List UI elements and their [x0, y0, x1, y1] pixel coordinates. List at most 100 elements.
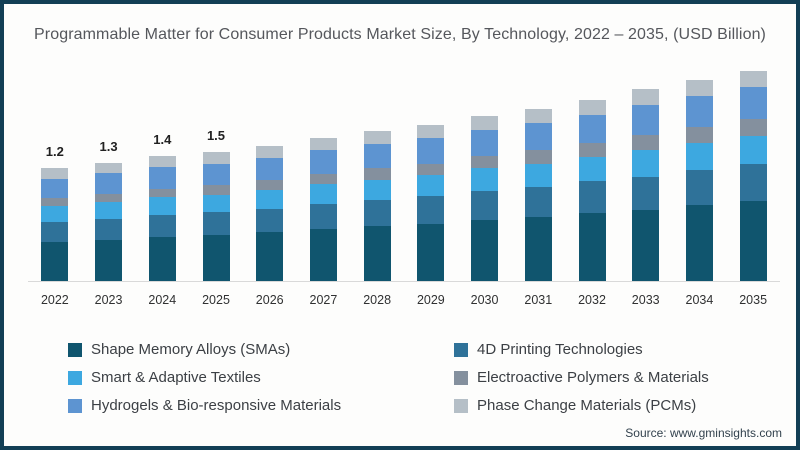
plot-area: 1.2 2022 1.3 2023 1.4 2024 1.5 2025 2026 2027 2028… — [28, 64, 780, 307]
bar-segment — [524, 217, 552, 281]
bar-segment — [95, 193, 123, 203]
legend-label: Smart & Adaptive Textiles — [91, 369, 261, 386]
bar-segment — [739, 70, 767, 88]
bar-segment — [739, 201, 767, 281]
x-axis-label: 2026 — [255, 293, 284, 307]
legend-label: Shape Memory Alloys (SMAs) — [91, 341, 291, 358]
bar-segment — [524, 123, 552, 151]
bar-2022 — [41, 168, 69, 281]
legend-swatch-icon — [68, 370, 82, 385]
bar-segment — [685, 142, 713, 171]
bar-segment — [148, 156, 176, 168]
bar-value-label: 1.3 — [99, 138, 118, 154]
bar-segment — [471, 190, 499, 220]
legend-swatch-icon — [68, 398, 82, 413]
bar-segment — [148, 188, 176, 198]
bar-segment — [417, 223, 445, 281]
bar-2024 — [148, 156, 176, 281]
bar-segment — [739, 87, 767, 120]
bar-segment — [578, 142, 606, 157]
bar-segment — [471, 115, 499, 130]
bar-segment — [202, 212, 230, 235]
bar-2026 — [256, 145, 284, 281]
bar-segment — [632, 209, 660, 281]
bar-2029 — [417, 125, 445, 281]
bar-segment — [632, 150, 660, 177]
bar-value-label: 1.4 — [153, 131, 172, 147]
bar-segment — [363, 226, 391, 281]
bar-2035 — [739, 70, 767, 281]
legend-label: Electroactive Polymers & Materials — [477, 369, 709, 386]
bar-segment — [524, 150, 552, 164]
bar-segment — [309, 184, 337, 204]
bar-2033 — [632, 89, 660, 281]
bar-segment — [202, 163, 230, 186]
bar-segment — [309, 229, 337, 281]
bar-segment — [417, 163, 445, 175]
bar-segment — [148, 215, 176, 237]
bar-segment — [578, 114, 606, 143]
bar-2027 — [309, 138, 337, 281]
bar-segment — [202, 152, 230, 164]
bar-segment — [256, 180, 284, 190]
legend-swatch-icon — [454, 398, 468, 413]
x-axis-label: 2032 — [578, 293, 606, 307]
bar-value-label: 1.2 — [45, 144, 64, 160]
x-axis-label: 2025 — [202, 293, 230, 307]
bar-segment — [41, 168, 69, 179]
x-axis-label: 2027 — [309, 293, 338, 307]
legend-item: Phase Change Materials (PCMs) — [454, 396, 770, 415]
x-axis-label: 2031 — [524, 293, 553, 307]
bar-segment — [417, 196, 445, 224]
bar-segment — [471, 129, 499, 157]
bar-segment — [202, 185, 230, 195]
legend-item: Smart & Adaptive Textiles — [68, 368, 454, 387]
bar-segment — [417, 174, 445, 197]
bar-segment — [148, 197, 176, 216]
x-axis-label: 2028 — [363, 293, 392, 307]
bar-segment — [524, 187, 552, 218]
bar-segment — [256, 232, 284, 281]
bar-segment — [739, 164, 767, 202]
bar-segment — [41, 198, 69, 206]
bar-segment — [41, 178, 69, 199]
bar-segment — [202, 194, 230, 213]
legend-item: Shape Memory Alloys (SMAs) — [68, 340, 454, 359]
bar-segment — [685, 170, 713, 205]
bar-segment — [363, 168, 391, 180]
legend-label: 4D Printing Technologies — [477, 341, 643, 358]
x-axis-label: 2035 — [739, 293, 768, 307]
bar-segment — [363, 179, 391, 201]
bar-2034 — [685, 79, 713, 281]
legend-swatch-icon — [68, 342, 82, 357]
bar-segment — [41, 221, 69, 242]
legend: Shape Memory Alloys (SMAs) Smart & Adapt… — [68, 340, 770, 415]
bar-segment — [685, 95, 713, 127]
bar-segment — [309, 203, 337, 230]
bar-segment — [309, 150, 337, 174]
bar-segment — [471, 168, 499, 191]
bar-segment — [309, 173, 337, 185]
bar-segment — [41, 205, 69, 222]
bar-segment — [256, 208, 284, 233]
x-axis-label: 2033 — [631, 293, 660, 307]
x-axis-label: 2030 — [470, 293, 499, 307]
chart-title: Programmable Matter for Consumer Product… — [34, 26, 766, 43]
bar-segment — [363, 130, 391, 144]
bar-segment — [578, 99, 606, 115]
bar-segment — [685, 126, 713, 143]
legend-swatch-icon — [454, 342, 468, 357]
bar-2030 — [471, 115, 499, 281]
bar-value-label: 1.5 — [206, 128, 226, 144]
legend-swatch-icon — [454, 370, 468, 385]
bar-segment — [95, 172, 123, 194]
bar-segment — [685, 79, 713, 96]
bar-segment — [471, 219, 499, 281]
bar-segment — [148, 167, 176, 189]
x-axis-label: 2029 — [416, 293, 445, 307]
bar-segment — [256, 157, 284, 181]
bar-segment — [95, 202, 123, 219]
bar-segment — [578, 181, 606, 214]
bar-segment — [739, 136, 767, 165]
bar-segment — [256, 189, 284, 209]
